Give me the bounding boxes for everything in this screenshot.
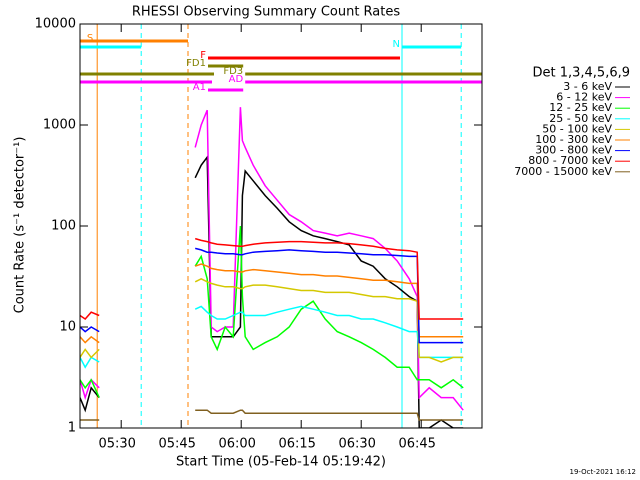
x-tick-label: 05:45 bbox=[158, 437, 195, 452]
flag-label: F bbox=[200, 50, 206, 61]
plot-frame bbox=[79, 23, 483, 429]
legend-label: 50 - 100 keV bbox=[542, 122, 612, 135]
x-axis-label: Start Time (05-Feb-14 05:19:42) bbox=[176, 455, 386, 470]
legend-label: 3 - 6 keV bbox=[563, 80, 612, 93]
y-tick-label: 10 bbox=[59, 320, 76, 335]
flag-label: FD3 bbox=[223, 66, 243, 77]
y-tick-label: 1000 bbox=[43, 118, 76, 133]
x-tick-label: 06:00 bbox=[218, 437, 255, 452]
legend-label: 100 - 300 keV bbox=[535, 133, 612, 146]
legend-label: 7000 - 15000 keV bbox=[514, 165, 612, 178]
flag-label: S bbox=[87, 33, 93, 44]
x-tick-label: 06:45 bbox=[398, 437, 435, 452]
series-line bbox=[80, 409, 464, 421]
series-line bbox=[80, 237, 464, 320]
legend-label: 25 - 50 keV bbox=[549, 112, 612, 125]
x-tick-label: 05:30 bbox=[98, 437, 135, 452]
x-tick-label: 06:15 bbox=[278, 437, 315, 452]
legend-title: Det 1,3,4,5,6,9 bbox=[532, 66, 630, 81]
legend-label: 800 - 7000 keV bbox=[528, 154, 612, 167]
series-line bbox=[80, 305, 464, 369]
flag-label: AD bbox=[229, 74, 244, 85]
legend-label: 12 - 25 keV bbox=[549, 101, 612, 114]
flag-label: A1 bbox=[193, 82, 206, 93]
y-axis-label: Count Rate (s⁻¹ detector⁻¹) bbox=[13, 137, 28, 314]
legend-label: 6 - 12 keV bbox=[556, 91, 612, 104]
flag-label: FD1 bbox=[186, 58, 206, 69]
series-line bbox=[80, 247, 464, 344]
y-tick-label: 100 bbox=[51, 219, 76, 234]
y-tick-label: 10000 bbox=[35, 17, 76, 32]
series-line bbox=[80, 277, 464, 363]
flag-label: N bbox=[393, 39, 400, 50]
x-tick-label: 06:30 bbox=[338, 437, 375, 452]
chart-title: RHESSI Observing Summary Count Rates bbox=[132, 5, 401, 20]
y-tick-label: 1 bbox=[68, 421, 76, 436]
series-line bbox=[80, 155, 464, 428]
legend-label: 300 - 800 keV bbox=[535, 144, 612, 157]
series-line bbox=[80, 225, 464, 398]
footer: 19-Oct-2021 16:12 bbox=[570, 468, 636, 476]
series-line bbox=[80, 107, 464, 411]
